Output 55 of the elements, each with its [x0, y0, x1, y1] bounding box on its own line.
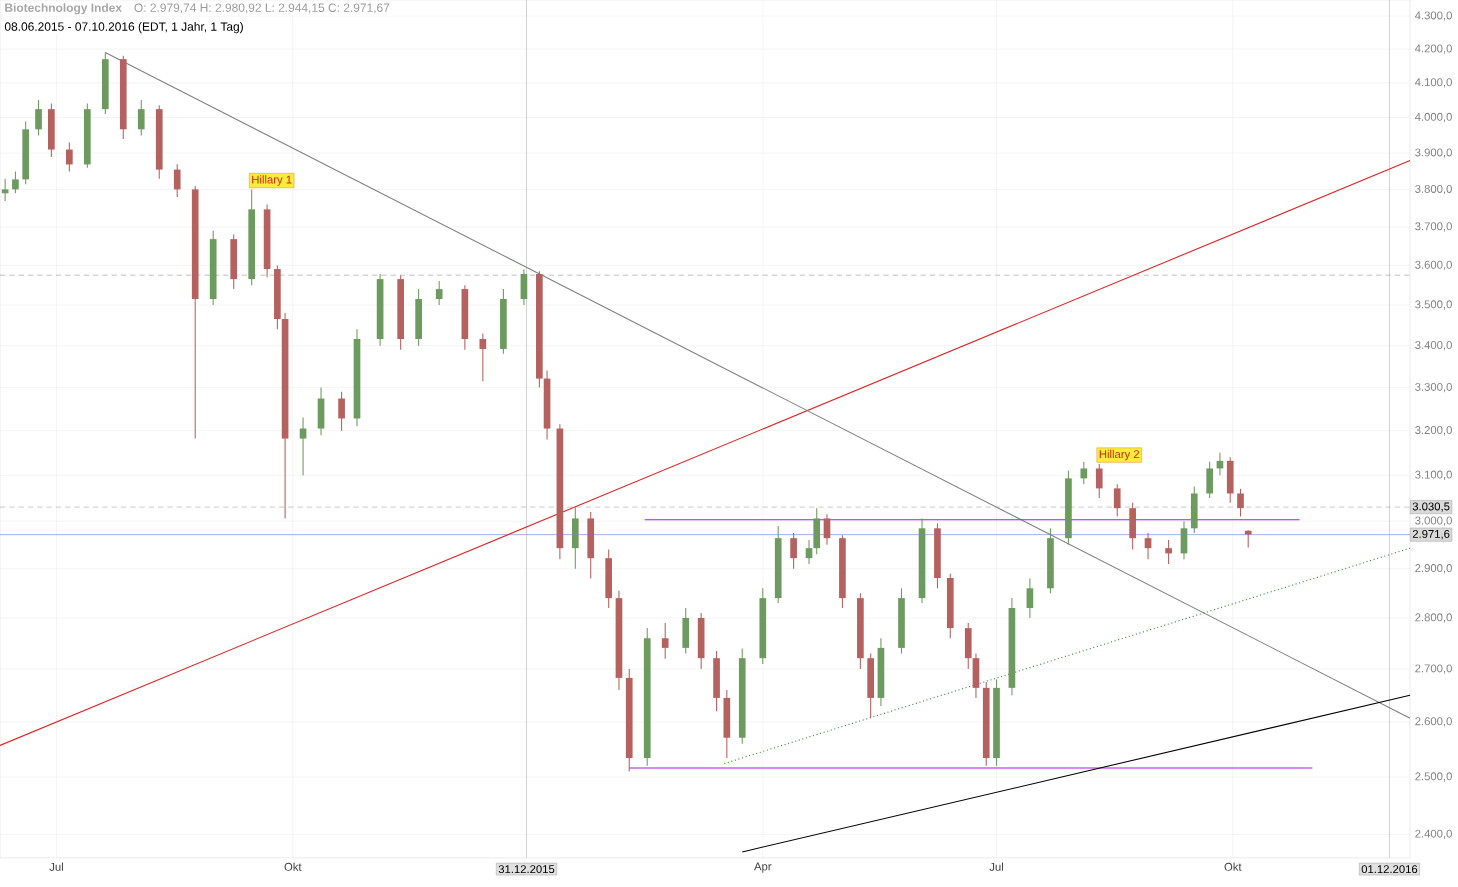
candlestick: [790, 532, 797, 570]
candlestick: [173, 163, 181, 198]
annotation: Hillary 2: [1099, 449, 1140, 461]
annotation: 08.06.2015 - 07.10.2016 (EDT, 1 Jahr, 1 Tag): [4, 22, 243, 34]
candlestick: [823, 513, 831, 546]
y-tick-label: 2.500,0: [1415, 772, 1452, 782]
candlestick: [35, 99, 42, 136]
y-tick-label: 3.800,0: [1415, 184, 1452, 195]
y-tick-label: 2.700,0: [1415, 664, 1452, 674]
candlestick: [1144, 532, 1152, 560]
x-tick-label: Okt: [284, 862, 302, 871]
candlestick: [1095, 463, 1103, 499]
x-tick-label: Apr: [754, 862, 772, 873]
candlestick: [338, 391, 345, 432]
y-tick-label: 3.200,0: [1415, 426, 1452, 436]
y-tick-label: 3.300,0: [1415, 382, 1452, 393]
candlestick: [12, 170, 19, 194]
candlestick: [661, 622, 669, 660]
candlestick: [1, 178, 9, 202]
ref-line-label: 01.12.2016: [1361, 865, 1418, 874]
ref-line-label: 3.030,5: [1412, 502, 1450, 512]
y-tick-label: 3.600,0: [1415, 260, 1452, 271]
y-tick-label: 3.400,0: [1415, 341, 1452, 351]
candlestick: [1026, 577, 1034, 619]
x-tick-label: Okt: [1224, 862, 1242, 871]
candlestick: [435, 280, 443, 306]
y-tick-label: 3.700,0: [1415, 222, 1452, 232]
chart-title: Biotechnology Index: [5, 3, 122, 15]
candlestick: [1080, 461, 1088, 485]
y-tick-label: 2.600,0: [1415, 717, 1452, 727]
y-tick-label: 2.800,0: [1415, 613, 1452, 623]
candlestick: [1237, 488, 1244, 518]
y-tick-label: 4.200,0: [1414, 44, 1452, 54]
y-tick-label: 4.300,0: [1414, 11, 1452, 21]
y-tick-label: 3.100,0: [1415, 470, 1452, 480]
y-tick-label: 3.900,0: [1415, 148, 1452, 158]
candlestick: [805, 539, 813, 565]
candlestick: [479, 332, 487, 382]
chart-subtitle: O: 2.979,74 H: 2.980,92 L: 2.944,15 C: 2.971,67: [134, 3, 390, 14]
candlestick: [299, 417, 307, 476]
y-tick-label: 2.900,0: [1415, 564, 1452, 574]
y-tick-label: 3.000,0: [1415, 516, 1452, 526]
annotation: Hillary 1: [252, 175, 292, 186]
candlestick: [66, 141, 73, 172]
x-tick-label: Jul: [989, 862, 1003, 871]
candlestick: [1165, 539, 1172, 565]
ref-line-label: 2.971,6: [1412, 529, 1450, 540]
ref-line-label: 31.12.2015: [498, 865, 555, 874]
x-tick-label: Jul: [49, 862, 63, 871]
candlestick: [137, 99, 145, 136]
candlestick: [1113, 483, 1121, 518]
y-tick-label: 4.000,0: [1414, 112, 1452, 123]
y-tick-label: 3.500,0: [1415, 300, 1452, 310]
y-tick-label: 2.400,0: [1415, 829, 1452, 839]
y-tick-label: 4.100,0: [1414, 78, 1452, 88]
